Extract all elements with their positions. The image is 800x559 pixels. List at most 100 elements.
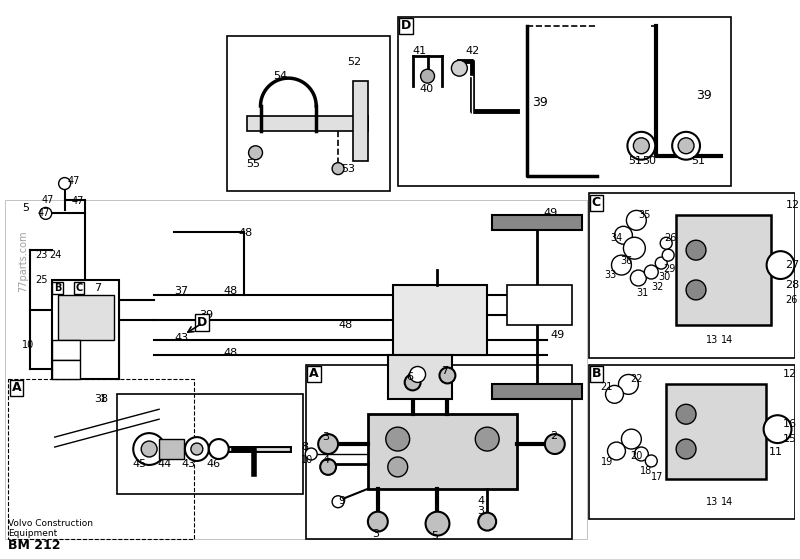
Text: 49: 49 <box>551 330 565 340</box>
Circle shape <box>614 226 632 244</box>
Text: 52: 52 <box>347 57 361 67</box>
Bar <box>8 380 194 538</box>
Text: 26: 26 <box>786 295 798 305</box>
Text: 41: 41 <box>413 46 426 56</box>
Circle shape <box>655 257 667 269</box>
Text: 48: 48 <box>224 348 238 358</box>
Bar <box>353 81 368 160</box>
Circle shape <box>141 441 157 457</box>
Text: 33: 33 <box>605 270 617 280</box>
Text: 11: 11 <box>769 447 782 457</box>
Bar <box>226 36 390 191</box>
Circle shape <box>644 265 658 279</box>
Text: 23: 23 <box>35 250 47 260</box>
Text: 3: 3 <box>478 506 484 516</box>
Circle shape <box>686 280 706 300</box>
Text: 17: 17 <box>651 472 664 482</box>
Text: 8: 8 <box>302 442 309 452</box>
Text: 47: 47 <box>38 209 50 219</box>
Text: 9: 9 <box>338 496 345 506</box>
Text: 4: 4 <box>478 496 484 506</box>
Text: C: C <box>592 196 601 210</box>
Text: 50: 50 <box>642 156 656 165</box>
Circle shape <box>58 178 70 190</box>
Text: 4: 4 <box>322 455 330 465</box>
Text: 12: 12 <box>786 201 800 210</box>
Circle shape <box>320 459 336 475</box>
Circle shape <box>672 132 700 160</box>
Text: 18: 18 <box>640 466 653 476</box>
Text: 10: 10 <box>302 455 314 465</box>
Text: 5: 5 <box>431 530 438 541</box>
Circle shape <box>134 433 165 465</box>
Text: 47: 47 <box>71 196 84 206</box>
Circle shape <box>40 207 52 219</box>
Bar <box>589 364 795 519</box>
Circle shape <box>764 415 791 443</box>
Bar <box>159 439 184 459</box>
Text: 45: 45 <box>132 459 146 469</box>
Text: 38: 38 <box>94 394 109 404</box>
Circle shape <box>451 60 467 76</box>
Text: 13: 13 <box>706 497 718 507</box>
Text: 39: 39 <box>199 310 213 320</box>
Text: A: A <box>12 381 22 395</box>
Text: 37: 37 <box>174 286 188 296</box>
Text: 26: 26 <box>664 233 677 243</box>
Text: 22: 22 <box>630 375 643 385</box>
Text: 7: 7 <box>442 366 449 376</box>
Circle shape <box>686 240 706 260</box>
Circle shape <box>627 132 655 160</box>
Text: 47: 47 <box>68 176 80 186</box>
Text: 28: 28 <box>786 280 800 290</box>
Circle shape <box>545 434 565 454</box>
Bar <box>398 17 731 186</box>
Circle shape <box>676 404 696 424</box>
Text: 6: 6 <box>406 372 414 382</box>
Text: 39: 39 <box>696 89 712 102</box>
Text: 5: 5 <box>22 203 29 214</box>
Text: 16: 16 <box>782 419 797 429</box>
Circle shape <box>626 210 646 230</box>
Bar <box>492 215 582 230</box>
Text: 34: 34 <box>610 233 622 243</box>
Bar <box>676 215 770 325</box>
Text: 48: 48 <box>238 228 253 238</box>
Text: 31: 31 <box>636 288 649 298</box>
Text: 27: 27 <box>786 260 800 270</box>
Circle shape <box>388 457 408 477</box>
Bar <box>666 385 766 479</box>
Text: 15: 15 <box>782 434 797 444</box>
Text: 36: 36 <box>621 256 633 266</box>
Circle shape <box>618 375 638 394</box>
Circle shape <box>185 437 209 461</box>
Text: C: C <box>75 283 83 293</box>
Text: 55: 55 <box>246 159 261 169</box>
Text: 7: 7 <box>94 283 102 293</box>
Text: B: B <box>54 283 61 293</box>
Text: D: D <box>197 316 207 329</box>
Text: 13: 13 <box>706 335 718 345</box>
Text: 35: 35 <box>638 210 650 220</box>
Text: 48: 48 <box>338 320 352 330</box>
Text: 47: 47 <box>42 196 54 206</box>
Bar <box>393 285 487 354</box>
Bar <box>52 280 119 380</box>
Text: B: B <box>592 367 601 381</box>
Circle shape <box>439 367 455 383</box>
Text: 54: 54 <box>274 71 287 81</box>
Circle shape <box>368 511 388 532</box>
Circle shape <box>607 442 626 460</box>
Bar <box>52 359 79 380</box>
Text: 49: 49 <box>544 209 558 219</box>
Text: Volvo Construction: Volvo Construction <box>8 519 93 528</box>
Text: 32: 32 <box>651 282 664 292</box>
Circle shape <box>209 439 229 459</box>
Circle shape <box>318 434 338 454</box>
Circle shape <box>426 511 450 536</box>
Circle shape <box>660 237 672 249</box>
Circle shape <box>478 513 496 530</box>
Circle shape <box>766 251 794 279</box>
Text: 42: 42 <box>466 46 479 56</box>
Circle shape <box>191 443 203 455</box>
